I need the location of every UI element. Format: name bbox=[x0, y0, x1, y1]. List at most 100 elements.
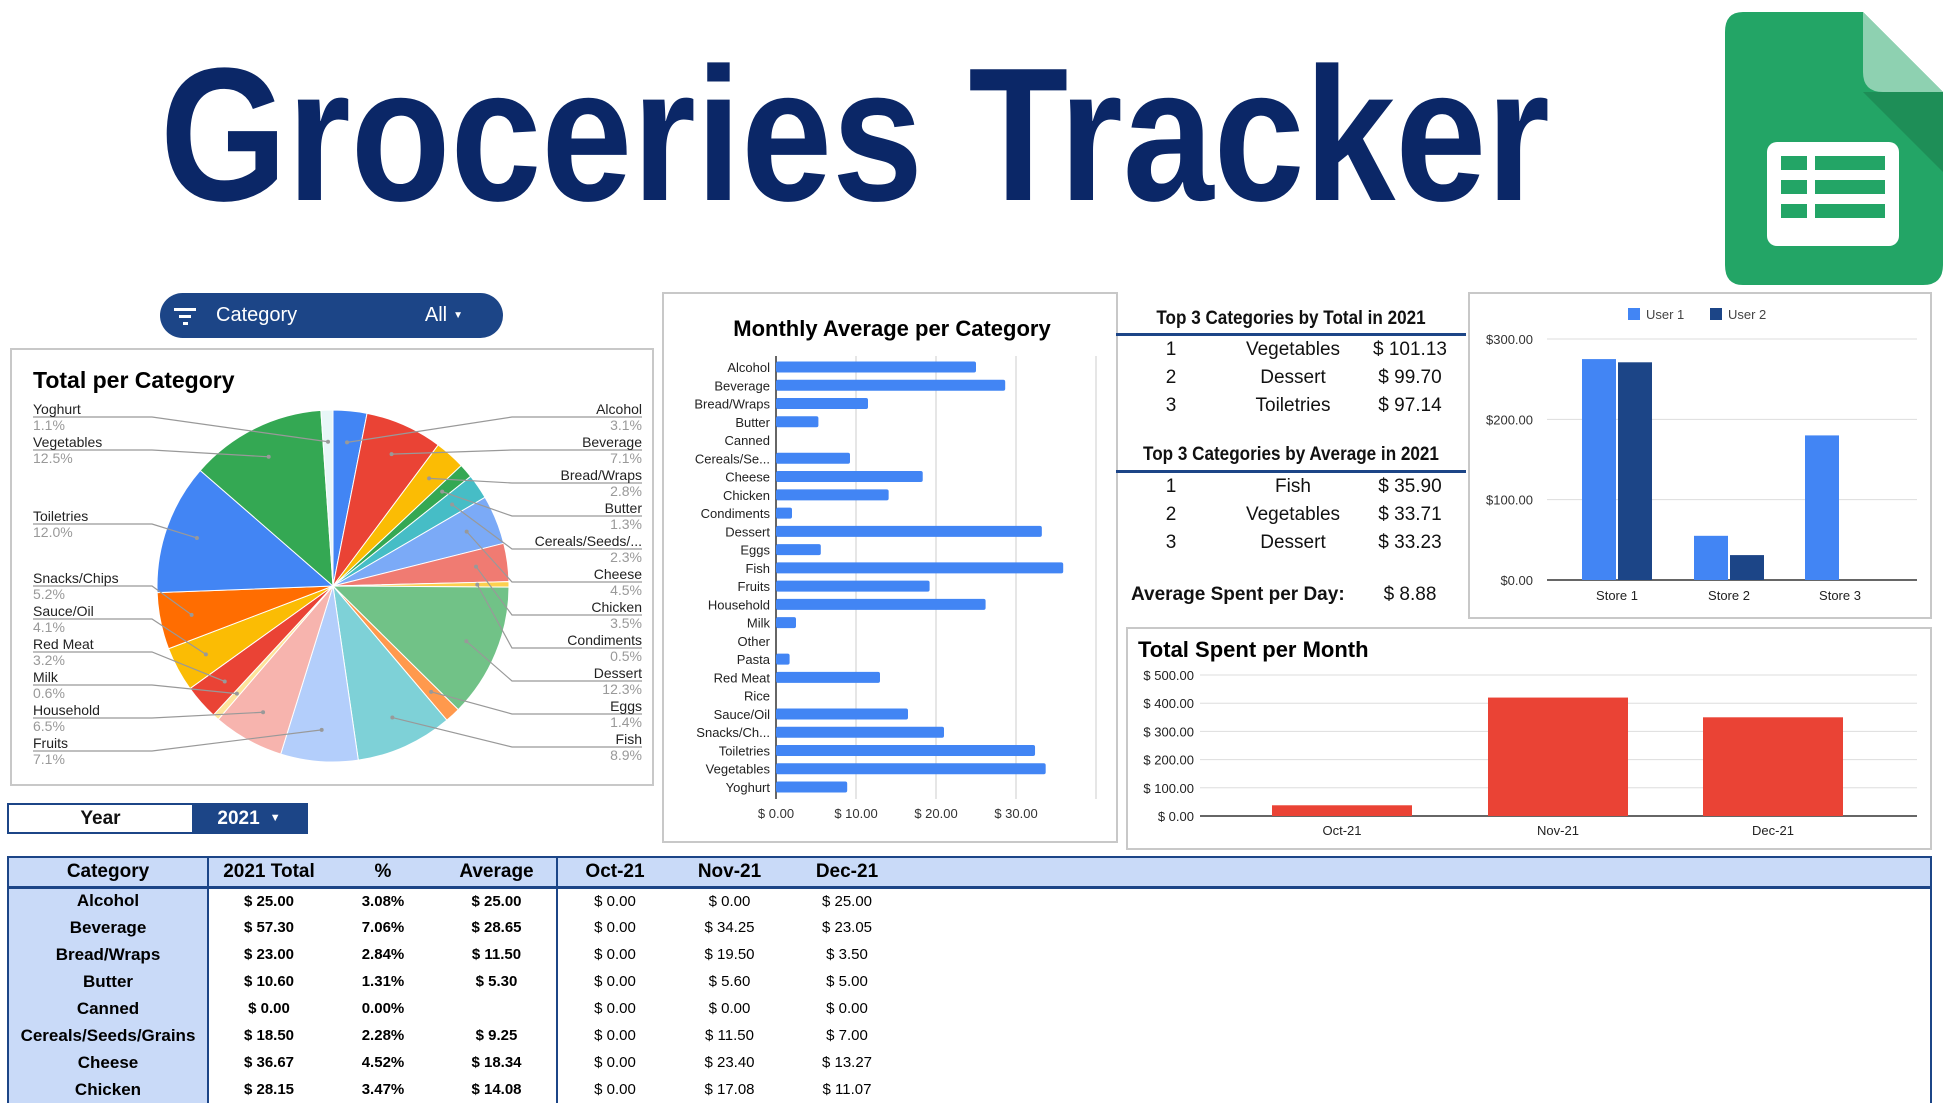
category-label: Beverage bbox=[714, 378, 770, 393]
slice-percent: 1.3% bbox=[610, 516, 642, 532]
value-cell[interactable]: $ 25.00 bbox=[243, 892, 295, 910]
category-cell[interactable]: Alcohol bbox=[7, 887, 209, 914]
value-cell[interactable]: $ 28.65 bbox=[437, 914, 558, 941]
slice-percent: 12.3% bbox=[602, 681, 642, 697]
leader-line bbox=[441, 491, 642, 517]
value-cell[interactable]: 4.52% bbox=[361, 1054, 405, 1071]
value-cell[interactable]: $ 0.00 bbox=[594, 1027, 636, 1044]
value-cell[interactable]: $ 0.00 bbox=[594, 973, 636, 990]
value-cell[interactable]: $ 9.25 bbox=[437, 1022, 558, 1049]
leader-line bbox=[466, 531, 642, 583]
value-cell[interactable]: 2.84% bbox=[361, 946, 405, 963]
category-cell[interactable]: Canned bbox=[7, 995, 209, 1022]
category-cell[interactable]: Bread/Wraps bbox=[7, 941, 209, 968]
value-cell[interactable]: $ 14.08 bbox=[437, 1076, 558, 1103]
filter-value[interactable]: All bbox=[424, 304, 448, 326]
value-cell[interactable]: $ 11.50 bbox=[437, 941, 558, 968]
slice-label: Beverage bbox=[582, 434, 642, 450]
slice-label: Cereals/Seeds/... bbox=[535, 533, 642, 549]
value-cell[interactable]: $ 23.05 bbox=[821, 919, 873, 936]
amount: $ 33.71 bbox=[1378, 504, 1442, 525]
value-cell[interactable]: $ 23.00 bbox=[243, 946, 295, 963]
category-cell[interactable]: Chicken bbox=[7, 1076, 209, 1103]
value-cell[interactable]: $ 34.25 bbox=[704, 919, 755, 936]
value-cell[interactable]: $ 3.50 bbox=[826, 946, 868, 963]
value-cell[interactable]: $ 17.08 bbox=[704, 1081, 755, 1098]
value-cell[interactable]: 3.08% bbox=[361, 892, 405, 910]
value-cell[interactable]: $ 19.50 bbox=[704, 946, 755, 963]
value-cell[interactable]: $ 0.00 bbox=[594, 946, 636, 963]
slice-label: Alcohol bbox=[596, 401, 642, 417]
value-cell[interactable]: $ 0.00 bbox=[594, 1000, 636, 1017]
google-sheets-logo bbox=[1725, 12, 1943, 285]
column-header[interactable]: Oct-21 bbox=[557, 856, 672, 889]
value-cell[interactable]: $ 25.00 bbox=[437, 887, 558, 914]
column-header[interactable]: Average bbox=[437, 856, 558, 889]
bar bbox=[776, 525, 1042, 537]
bar bbox=[776, 763, 1046, 775]
table-row: Beverage $ 57.30 7.06% $ 28.65 $ 0.00 $ 34.25… bbox=[7, 914, 1932, 941]
bar bbox=[776, 507, 792, 519]
value-cell[interactable]: $ 0.00 bbox=[826, 1000, 868, 1017]
slice-percent: 3.1% bbox=[610, 417, 642, 433]
bar bbox=[776, 708, 908, 720]
table-row: Alcohol $ 25.00 3.08% $ 25.00 $ 0.00 $ 0.00 $ … bbox=[7, 887, 1932, 914]
category-cell[interactable]: Beverage bbox=[7, 914, 209, 941]
value-cell[interactable]: $ 28.15 bbox=[243, 1081, 295, 1098]
slice-percent: 1.4% bbox=[610, 714, 642, 730]
value-cell[interactable]: $ 18.34 bbox=[437, 1049, 558, 1076]
value-cell[interactable]: $ 11.50 bbox=[705, 1027, 754, 1044]
column-header[interactable]: Category bbox=[7, 856, 209, 889]
value-cell[interactable]: $ 18.50 bbox=[243, 1027, 295, 1044]
leader-line bbox=[33, 416, 329, 443]
slice-label: Butter bbox=[605, 500, 643, 516]
year-selector[interactable]: Year 2021 ▼ bbox=[7, 803, 308, 834]
top-total-title: Top 3 Categories by Total in 2021 bbox=[1156, 308, 1426, 329]
value-cell[interactable]: $ 0.00 bbox=[708, 1000, 751, 1017]
column-header[interactable]: Dec-21 bbox=[787, 856, 907, 889]
category-cell[interactable]: Butter bbox=[7, 968, 209, 995]
value-cell[interactable]: $ 25.00 bbox=[821, 892, 873, 910]
leader-dot bbox=[234, 691, 239, 696]
slice-percent: 0.6% bbox=[33, 685, 65, 701]
legend-label: User 1 bbox=[1646, 307, 1684, 322]
year-dropdown[interactable]: 2021 ▼ bbox=[192, 805, 306, 832]
value-cell[interactable]: $ 10.60 bbox=[243, 973, 295, 990]
value-cell[interactable]: $ 0.00 bbox=[594, 1081, 636, 1098]
category-label: Sauce/Oil bbox=[714, 707, 770, 722]
value-cell[interactable]: 3.47% bbox=[361, 1081, 405, 1098]
column-header[interactable]: Nov-21 bbox=[672, 856, 787, 889]
pie-slice bbox=[156, 469, 335, 594]
value-cell[interactable]: $ 0.00 bbox=[594, 919, 636, 936]
category-cell[interactable]: Cheese bbox=[7, 1049, 209, 1076]
value-cell[interactable]: $ 13.27 bbox=[821, 1054, 873, 1071]
value-cell[interactable]: $ 5.30 bbox=[437, 968, 558, 995]
category-filter[interactable]: Category All ▼ bbox=[160, 293, 503, 338]
value-cell[interactable]: 0.00% bbox=[361, 1000, 405, 1017]
value-cell[interactable]: $ 0.00 bbox=[594, 1054, 636, 1071]
value-cell[interactable] bbox=[437, 995, 558, 1022]
value-cell[interactable]: $ 23.40 bbox=[704, 1054, 755, 1071]
column-header[interactable]: 2021 Total bbox=[208, 856, 329, 889]
bar bbox=[1703, 717, 1843, 816]
slice-label: Snacks/Chips bbox=[33, 570, 119, 586]
value-cell[interactable]: $ 5.00 bbox=[826, 973, 868, 990]
value-cell[interactable]: $ 36.67 bbox=[243, 1054, 295, 1071]
table-row: Cereals/Seeds/Grains $ 18.50 2.28% $ 9.25 $ … bbox=[7, 1022, 1932, 1049]
value-cell[interactable]: $ 0.00 bbox=[248, 1000, 290, 1017]
column-header[interactable]: % bbox=[329, 856, 437, 889]
bar bbox=[776, 781, 848, 793]
category-cell[interactable]: Cereals/Seeds/Grains bbox=[7, 1022, 209, 1049]
value-cell[interactable]: 7.06% bbox=[361, 919, 405, 936]
value-cell[interactable]: 2.28% bbox=[361, 1027, 405, 1044]
value-cell[interactable]: 1.31% bbox=[361, 973, 405, 990]
value-cell[interactable]: $ 5.60 bbox=[708, 973, 751, 990]
value-cell[interactable]: $ 11.07 bbox=[822, 1081, 872, 1098]
value-cell[interactable]: $ 7.00 bbox=[826, 1027, 868, 1044]
value-cell[interactable]: $ 57.30 bbox=[243, 919, 295, 936]
value-cell[interactable]: $ 0.00 bbox=[708, 892, 751, 910]
value-cell[interactable]: $ 0.00 bbox=[594, 892, 636, 910]
bar bbox=[776, 471, 923, 483]
slice-label: Fish bbox=[616, 731, 642, 747]
y-tick-label: $100.00 bbox=[1486, 493, 1533, 508]
